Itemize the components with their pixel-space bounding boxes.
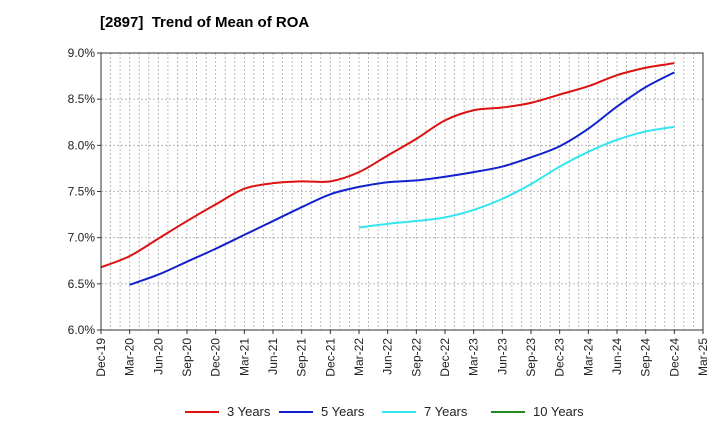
legend: 3 Years 5 Years 7 Years 10 Years <box>0 404 720 426</box>
x-tick-label: Jun-23 <box>495 338 509 375</box>
legend-label-5-years: 5 Years <box>321 404 365 419</box>
y-tick-label: 8.5% <box>68 92 96 106</box>
series-line-7-years <box>358 125 675 229</box>
x-tick-label: Mar-24 <box>581 338 595 376</box>
x-tick-label: Dec-20 <box>209 338 223 377</box>
x-tick-label: Mar-22 <box>352 338 366 376</box>
x-tick-label: Dec-23 <box>553 338 567 377</box>
x-tick-label: Mar-25 <box>696 338 710 376</box>
x-tick-label: Sep-24 <box>639 338 653 377</box>
legend-swatch-10-years <box>491 410 525 413</box>
y-tick-label: 9.0% <box>68 46 96 60</box>
legend-swatch-5-years <box>279 410 313 413</box>
y-tick-label: 7.0% <box>68 231 96 245</box>
y-tick-label: 6.5% <box>68 277 96 291</box>
x-tick-label: Sep-22 <box>409 338 423 377</box>
legend-label-3-years: 3 Years <box>227 404 271 419</box>
series-layer <box>100 62 675 286</box>
legend-item-3-years: 3 Years <box>185 404 270 419</box>
x-tick-label: Jun-22 <box>381 338 395 375</box>
y-tick-label: 7.5% <box>68 185 96 199</box>
x-tick-label: Mar-21 <box>237 338 251 376</box>
legend-item-7-years: 7 Years <box>382 404 467 419</box>
legend-swatch-7-years <box>382 410 416 413</box>
x-tick-label: Dec-24 <box>667 338 681 377</box>
grid-layer <box>101 53 703 330</box>
x-tick-label: Jun-20 <box>151 338 165 375</box>
legend-label-10-years: 10 Years <box>533 404 584 419</box>
chart-title: [2897] Trend of Mean of ROA <box>100 14 310 31</box>
legend-swatch-3-years <box>185 410 219 413</box>
x-tick-label: Mar-23 <box>467 338 481 376</box>
x-tick-label: Jun-21 <box>266 338 280 375</box>
x-tick-label: Dec-21 <box>323 338 337 377</box>
x-tick-label: Mar-20 <box>123 338 137 376</box>
legend-item-10-years: 10 Years <box>491 404 584 419</box>
x-tick-label: Jun-24 <box>610 338 624 375</box>
legend-label-7-years: 7 Years <box>424 404 468 419</box>
tick-layer: 6.0% 6.5% 7.0% 7.5% 8.0% 8.5% 9.0% Dec-19 Mar-20… <box>68 46 710 377</box>
x-tick-label: Sep-20 <box>180 338 194 377</box>
x-tick-label: Sep-21 <box>295 338 309 377</box>
x-tick-label: Dec-19 <box>94 338 108 377</box>
x-tick-label: Sep-23 <box>524 338 538 377</box>
y-tick-label: 6.0% <box>68 323 96 337</box>
y-tick-label: 8.0% <box>68 138 96 152</box>
series-line-3-years <box>100 62 675 269</box>
legend-item-5-years: 5 Years <box>279 404 364 419</box>
series-line-5-years <box>129 71 675 286</box>
x-tick-label: Dec-22 <box>438 338 452 377</box>
